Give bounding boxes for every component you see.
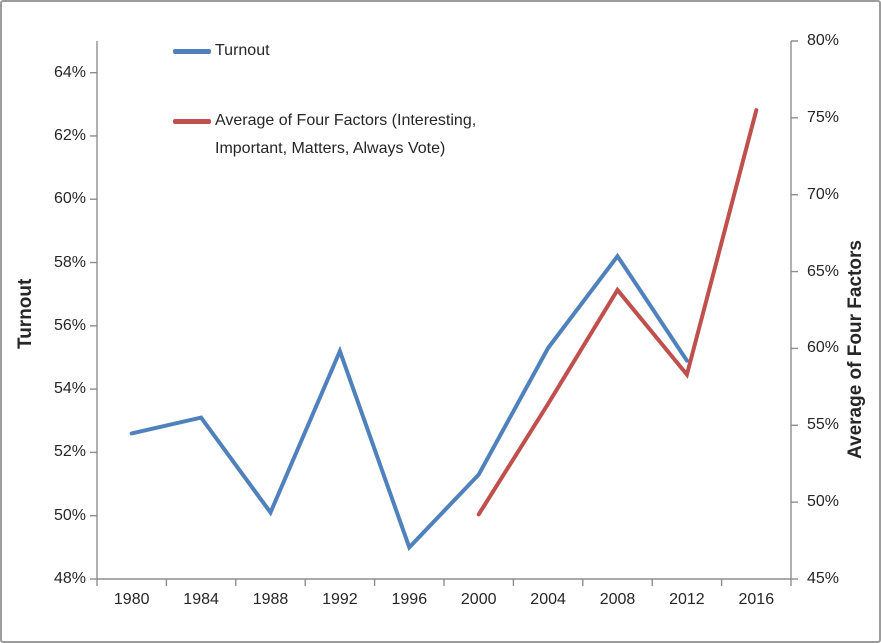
four-factors-series-line bbox=[476, 108, 759, 517]
legend-label-four-factors: Average of Four Factors (Interesting, Im… bbox=[215, 107, 476, 163]
left-axis-title: Turnout bbox=[15, 278, 36, 349]
right-axis-title: Average of Four Factors bbox=[845, 240, 866, 459]
legend-label-line-2: Important, Matters, Always Vote) bbox=[215, 140, 446, 157]
legend-item-turnout: Turnout bbox=[173, 37, 476, 65]
legend: Turnout Average of Four Factors (Interes… bbox=[173, 37, 476, 163]
legend-label-turnout: Turnout bbox=[215, 42, 270, 59]
four-factors-line-swatch bbox=[173, 119, 211, 124]
turnout-line-swatch bbox=[173, 49, 211, 54]
legend-label-line-1: Average of Four Factors (Interesting, bbox=[215, 112, 477, 129]
turnout-series-line bbox=[129, 252, 689, 552]
legend-item-four-factors: Average of Four Factors (Interesting, Im… bbox=[173, 107, 476, 163]
